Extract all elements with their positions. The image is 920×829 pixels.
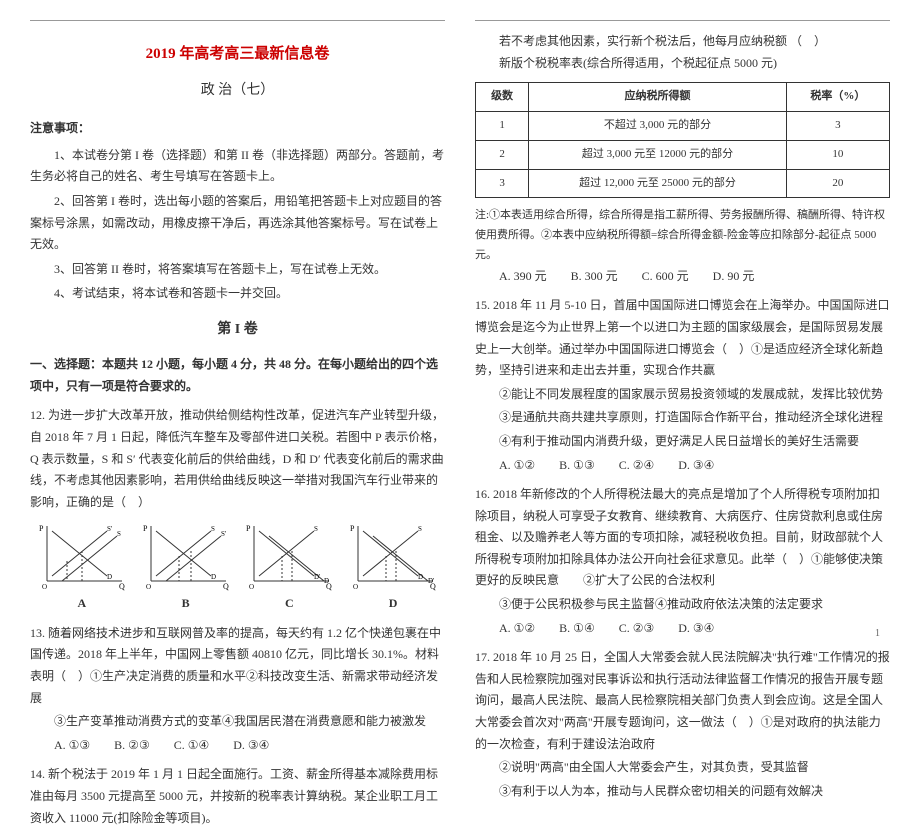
q14-options: A. 390 元 B. 300 元 C. 600 元 D. 90 元 [475,266,890,288]
tax-note: 注:①本表适用综合所得，综合所得是指工薪所得、劳务报酬所得、稿酬所得、特许权使用… [475,206,890,265]
q14-cont: 若不考虑其他因素，实行新个税法后，他每月应纳税额 （ ） [475,31,890,53]
svg-text:O: O [42,583,47,591]
tax-cell: 3 [476,169,529,198]
q13-text: 13. 随着网络技术进步和互联网普及率的提高，每天约有 1.2 亿个快递包裹在中… [30,623,445,709]
exam-title: 2019 年高考高三最新信息卷 [30,41,445,68]
q15-text: 15. 2018 年 11 月 5-10 日，首届中国国际进口博览会在上海举办。… [475,295,890,381]
svg-text:S: S [211,525,215,533]
q14-cont2: 新版个税税率表(综合所得适用，个税起征点 5000 元) [475,53,890,75]
notice-item: 2、回答第 I 卷时，选出每小题的答案后，用铅笔把答题卡上对应题目的答案标号涂黑… [30,191,445,256]
svg-text:S: S [418,525,422,533]
tax-cell: 超过 3,000 元至 12000 元的部分 [529,140,787,169]
svg-text:Q: Q [223,582,229,591]
svg-text:D: D [211,573,216,581]
q16-text: 16. 2018 年新修改的个人所得税法最大的亮点是增加了个人所得税专项附加扣除… [475,484,890,592]
svg-text:O: O [353,583,358,591]
q15-options: A. ①② B. ①③ C. ②④ D. ③④ [475,455,890,477]
chart-c: P Q D' D S O [244,521,334,591]
page-number: 1 [875,625,880,643]
notice-item: 1、本试卷分第 I 卷（选择题）和第 II 卷（非选择题）两部分。答题前，考生务… [30,145,445,188]
notice-head: 注意事项： [30,118,445,140]
volume-head: 第 I 卷 [30,317,445,342]
svg-text:P: P [39,524,44,533]
chart-label-c: C [244,593,334,615]
q17-l3: ③有利于以人为本，推动与人民群众密切相关的问题有效解决 [475,781,890,803]
notice-item: 3、回答第 II 卷时，将答案填写在答题卡上，写在试卷上无效。 [30,259,445,281]
svg-text:P: P [143,524,148,533]
q15-l2: ②能让不同发展程度的国家展示贸易投资领域的发展成就，发挥比较优势 [475,384,890,406]
tax-cell: 20 [786,169,889,198]
svg-text:D': D' [428,577,434,585]
svg-text:P: P [246,524,251,533]
svg-text:D': D' [314,573,320,581]
tax-cell: 2 [476,140,529,169]
supply-demand-charts: P Q S' S D O A [30,521,445,615]
q12-text: 12. 为进一步扩大改革开放，推动供给侧结构性改革，促进汽车产业转型升级，自 2… [30,405,445,513]
q13-options: A. ①③ B. ②③ C. ①④ D. ③④ [30,735,445,757]
tax-cell: 3 [786,111,889,140]
tax-rate-table: 级数 应纳税所得额 税率（%） 1 不超过 3,000 元的部分 3 2 超过 … [475,82,890,198]
tax-cell: 1 [476,111,529,140]
tax-header-level: 级数 [476,83,529,112]
svg-text:S': S' [221,530,226,538]
q16-l2: ③便于公民积极参与民主监督④推动政府依法决策的法定要求 [475,594,890,616]
tax-header-amount: 应纳税所得额 [529,83,787,112]
svg-text:D: D [324,577,329,585]
svg-text:S: S [314,525,318,533]
svg-text:O: O [146,583,151,591]
chart-a: P Q S' S D O [37,521,127,591]
q14-text: 14. 新个税法于 2019 年 1 月 1 日起全面施行。工资、薪金所得基本减… [30,764,445,829]
svg-text:O: O [249,583,254,591]
section-instruction: 一、选择题：本题共 12 小题，每小题 4 分，共 48 分。在每小题给出的四个… [30,354,445,397]
svg-text:S: S [117,530,121,538]
q17-text: 17. 2018 年 10 月 25 日，全国人大常委会就人民法院解决"执行难"… [475,647,890,755]
tax-header-rate: 税率（%） [786,83,889,112]
chart-label-d: D [348,593,438,615]
chart-b: P Q S S' D O [141,521,231,591]
q15-l4: ④有利于推动国内消费升级，更好满足人民日益增长的美好生活需要 [475,431,890,453]
svg-text:D: D [107,573,112,581]
svg-text:D: D [418,573,423,581]
tax-cell: 不超过 3,000 元的部分 [529,111,787,140]
chart-d: P Q D D' S O [348,521,438,591]
svg-text:P: P [350,524,355,533]
chart-label-a: A [37,593,127,615]
q17-l2: ②说明"两高"由全国人大常委会产生，对其负责，受其监督 [475,757,890,779]
q15-l3: ③是通航共商共建共享原则，打造国际合作新平台，推动经济全球化进程 [475,407,890,429]
tax-cell: 超过 12,000 元至 25000 元的部分 [529,169,787,198]
chart-label-b: B [141,593,231,615]
q13-line2: ③生产变革推动消费方式的变革④我国居民潜在消费意愿和能力被激发 [30,711,445,733]
svg-text:Q: Q [119,582,125,591]
tax-cell: 10 [786,140,889,169]
exam-subtitle: 政 治（七） [30,78,445,103]
svg-text:S': S' [107,525,112,533]
q16-options: A. ①② B. ①④ C. ②③ D. ③④ [475,618,890,640]
notice-item: 4、考试结束，将本试卷和答题卡一并交回。 [30,283,445,305]
